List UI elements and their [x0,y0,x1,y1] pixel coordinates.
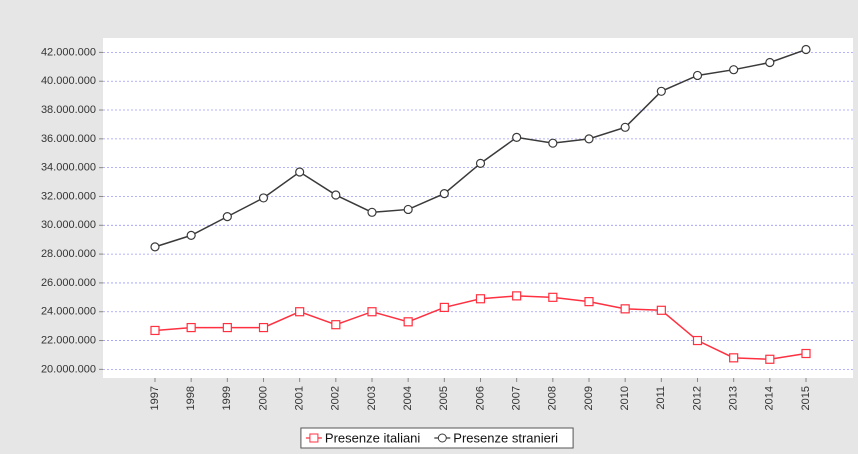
marker [620,122,630,132]
y-tick-label: 20.000.000 [41,363,96,375]
x-tick-label: 2010 [619,386,631,410]
legend-item: Presenze italiani [305,430,420,445]
marker [692,70,703,81]
marker [331,320,341,330]
marker [258,193,269,203]
y-tick-label: 42.000.000 [41,46,96,58]
plot-area [103,38,853,378]
marker [512,132,522,143]
x-tick-label: 2015 [800,386,812,410]
marker [403,204,413,215]
y-tick-label: 26.000.000 [41,277,96,289]
marker [801,348,811,359]
legend-label: Presenze stranieri [453,430,558,445]
x-tick-label: 2011 [655,386,667,410]
x-tick-label: 2009 [583,386,595,410]
marker [295,167,305,177]
marker [367,307,377,317]
marker [222,322,232,333]
marker [729,65,739,75]
marker [258,322,269,333]
marker [331,190,341,200]
marker [692,335,703,346]
marker [584,134,594,144]
legend-label: Presenze italiani [325,430,420,445]
y-tick-label: 22.000.000 [41,334,96,346]
marker [439,302,449,313]
legend-marker [309,433,319,443]
marker [729,353,739,363]
y-tick-label: 24.000.000 [41,306,96,318]
marker [222,212,232,222]
y-tick-label: 38.000.000 [41,104,96,116]
x-tick-label: 2003 [366,386,378,410]
marker [403,317,413,327]
y-tick-label: 28.000.000 [41,248,96,260]
marker [475,294,486,304]
marker [584,297,594,307]
x-tick-label: 1997 [149,386,161,410]
x-tick-label: 1998 [185,386,197,410]
marker [295,307,305,317]
marker [765,354,775,364]
x-tick-label: 2001 [294,386,306,410]
x-tick-label: 1999 [221,386,233,410]
x-tick-label: 2014 [764,386,776,410]
marker [150,325,160,336]
y-tick-label: 36.000.000 [41,133,96,145]
marker [186,322,196,333]
marker [620,304,630,314]
x-tick-label: 2006 [474,386,486,410]
x-tick-label: 2000 [257,386,269,410]
marker [186,230,196,240]
y-tick-label: 34.000.000 [41,162,96,174]
marker [439,188,449,199]
marker [475,158,486,168]
marker [765,57,775,68]
legend-marker [437,433,447,443]
x-tick-label: 2013 [728,386,740,410]
marker [656,305,666,315]
y-tick-label: 32.000.000 [41,190,96,202]
marker [656,86,666,96]
marker [512,291,522,301]
marker [150,242,160,252]
x-tick-label: 2007 [511,386,523,410]
x-tick-label: 2012 [691,386,703,410]
y-tick-label: 30.000.000 [41,219,96,231]
x-tick-label: 2005 [438,386,450,410]
marker [367,207,377,217]
x-tick-label: 2002 [330,386,342,410]
legend: Presenze italiani Presenze stranieri [300,427,574,449]
x-tick-label: 2004 [402,386,414,410]
marker [548,292,558,302]
marker [548,138,558,148]
x-tick-label: 2008 [547,386,559,410]
y-tick-label: 40.000.000 [41,75,96,87]
marker [801,44,811,55]
legend-item: Presenze stranieri [434,430,558,445]
